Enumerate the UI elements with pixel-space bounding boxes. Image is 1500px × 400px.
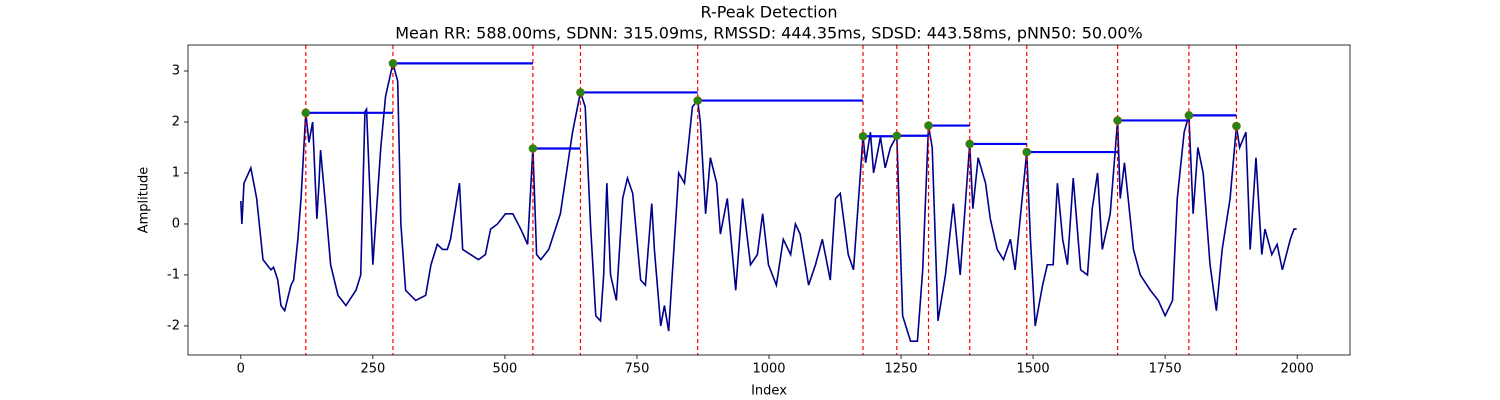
r-peak [965,139,975,149]
x-tick-label: 250 [360,362,385,377]
y-tick-label: -1 [167,267,180,282]
y-tick-label: 2 [172,114,180,129]
chart-title: R-Peak Detection [700,3,837,22]
r-peak [576,88,585,97]
r-peak [1022,147,1032,157]
x-tick-label: 1000 [752,362,785,377]
x-axis-label: Index [751,384,787,399]
y-tick-label: 0 [172,216,180,231]
x-tick-label: 500 [492,362,517,377]
x-tick-label: 0 [237,362,245,377]
plot-frame [187,44,1351,356]
r-peak [1232,121,1241,131]
r-peak [924,121,933,130]
y-tick-label: 1 [172,165,180,180]
r-peak [1184,111,1194,120]
r-peak [1113,116,1122,125]
y-tick-label: -2 [167,318,180,333]
signal-line [240,63,1297,343]
r-peak [892,131,902,141]
x-tick-label: 2000 [1281,362,1314,377]
r-peak [858,131,868,141]
x-tick-label: 1750 [1149,362,1182,377]
y-tick-label: 3 [172,64,180,79]
chart-subtitle: Mean RR: 588.00ms, SDNN: 315.09ms, RMSSD… [395,24,1143,43]
r-peak [528,144,538,153]
x-tick-label: 1250 [884,362,917,377]
x-tick-label: 1500 [1017,362,1050,377]
y-axis-label: Amplitude [137,167,152,234]
x-tick-label: 750 [625,362,650,377]
r-peak [301,108,311,118]
r-peak [693,96,702,105]
r-peak [388,59,398,68]
